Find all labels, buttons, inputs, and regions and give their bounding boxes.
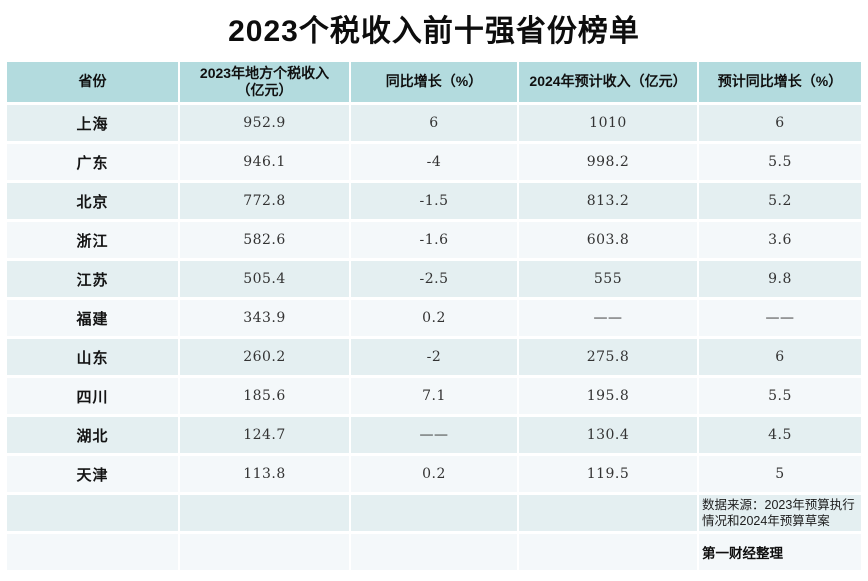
value-cell: -4 — [351, 144, 517, 180]
province-cell: 北京 — [7, 183, 178, 219]
column-header-0: 省份 — [7, 62, 178, 102]
tax-table: 省份 2023年地方个税收入 （亿元） 同比增长（%） 2024年预计收入（亿元） 预计… — [7, 62, 861, 570]
value-cell: 7.1 — [351, 378, 517, 414]
empty-cell — [180, 495, 349, 531]
province-cell: 江苏 — [7, 261, 178, 297]
source-note: 数据来源：2023年预算执行情况和2024年预算草案 — [699, 495, 861, 531]
value-cell: 946.1 — [180, 144, 349, 180]
value-cell: -2 — [351, 339, 517, 375]
empty-cell — [7, 495, 178, 531]
value-cell: 772.8 — [180, 183, 349, 219]
empty-cell — [351, 534, 517, 570]
value-cell: 119.5 — [519, 456, 697, 492]
province-cell: 山东 — [7, 339, 178, 375]
value-cell: 275.8 — [519, 339, 697, 375]
value-cell: 124.7 — [180, 417, 349, 453]
value-cell: 813.2 — [519, 183, 697, 219]
empty-cell — [519, 534, 697, 570]
value-cell: 0.2 — [351, 300, 517, 336]
empty-cell — [180, 534, 349, 570]
value-cell: —— — [699, 300, 861, 336]
value-cell: —— — [351, 417, 517, 453]
value-cell: 130.4 — [519, 417, 697, 453]
value-cell: 113.8 — [180, 456, 349, 492]
page-title: 2023个税收入前十强省份榜单 — [228, 15, 640, 48]
value-cell: 9.8 — [699, 261, 861, 297]
value-cell: 195.8 — [519, 378, 697, 414]
province-cell: 上海 — [7, 105, 178, 141]
value-cell: 505.4 — [180, 261, 349, 297]
value-cell: 952.9 — [180, 105, 349, 141]
value-cell: 6 — [699, 105, 861, 141]
province-cell: 福建 — [7, 300, 178, 336]
value-cell: 4.5 — [699, 417, 861, 453]
value-cell: -1.6 — [351, 222, 517, 258]
value-cell: 5.5 — [699, 144, 861, 180]
value-cell: 555 — [519, 261, 697, 297]
value-cell: 5.2 — [699, 183, 861, 219]
province-cell: 广东 — [7, 144, 178, 180]
province-cell: 四川 — [7, 378, 178, 414]
column-header-2: 同比增长（%） — [351, 62, 517, 102]
empty-cell — [351, 495, 517, 531]
value-cell: 260.2 — [180, 339, 349, 375]
value-cell: -1.5 — [351, 183, 517, 219]
column-header-3: 2024年预计收入（亿元） — [519, 62, 697, 102]
value-cell: 0.2 — [351, 456, 517, 492]
empty-cell — [519, 495, 697, 531]
value-cell: 6 — [699, 339, 861, 375]
value-cell: 5 — [699, 456, 861, 492]
column-header-4: 预计同比增长（%） — [699, 62, 861, 102]
value-cell: 998.2 — [519, 144, 697, 180]
value-cell: 6 — [351, 105, 517, 141]
value-cell: 5.5 — [699, 378, 861, 414]
value-cell: 343.9 — [180, 300, 349, 336]
province-cell: 浙江 — [7, 222, 178, 258]
empty-cell — [7, 534, 178, 570]
value-cell: 1010 — [519, 105, 697, 141]
value-cell: 185.6 — [180, 378, 349, 414]
value-cell: 3.6 — [699, 222, 861, 258]
value-cell: -2.5 — [351, 261, 517, 297]
province-cell: 天津 — [7, 456, 178, 492]
value-cell: 603.8 — [519, 222, 697, 258]
value-cell: 582.6 — [180, 222, 349, 258]
credit-note: 第一财经整理 — [699, 534, 861, 570]
province-cell: 湖北 — [7, 417, 178, 453]
column-header-1: 2023年地方个税收入 （亿元） — [180, 62, 349, 102]
value-cell: —— — [519, 300, 697, 336]
